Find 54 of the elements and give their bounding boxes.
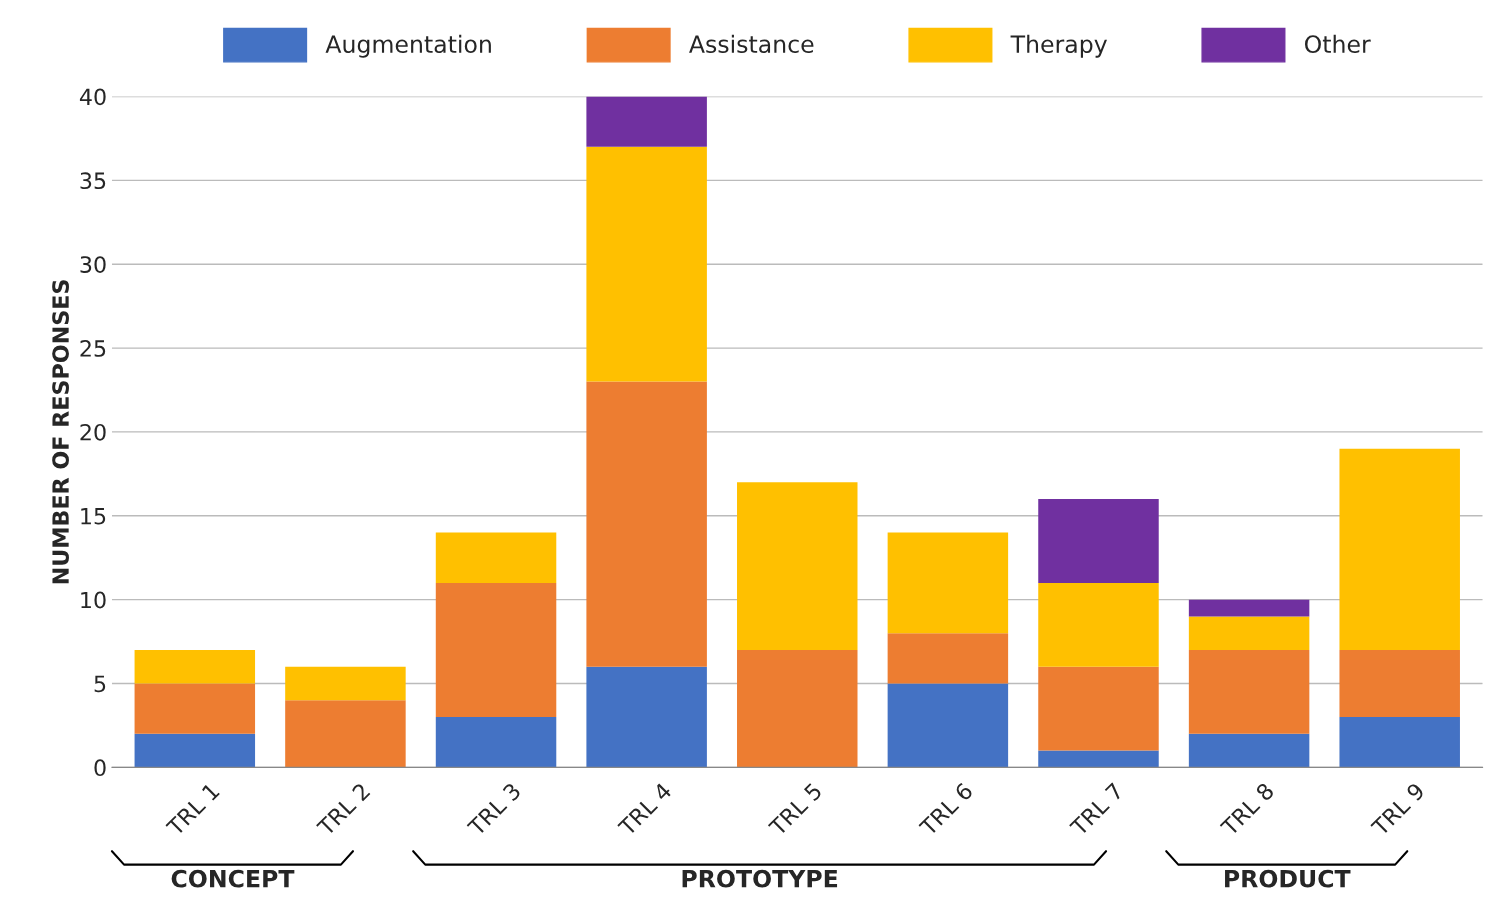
bar (887, 683, 1009, 768)
bar (134, 649, 256, 684)
x-tick-label: TRL 8 (1219, 781, 1275, 838)
bar (285, 666, 406, 701)
legend-label: Augmentation (325, 34, 491, 58)
bar (435, 532, 557, 583)
bar (1188, 616, 1310, 650)
y-tick-label: 25 (80, 340, 106, 357)
bar (1339, 717, 1460, 768)
legend-label: Therapy (1010, 34, 1107, 58)
y-tick-label: 40 (79, 88, 106, 106)
bar (134, 733, 256, 768)
bar (1188, 649, 1310, 734)
bar (435, 582, 557, 718)
x-tick-label: TRL 4 (617, 781, 673, 837)
bar (737, 482, 858, 650)
bar (586, 666, 707, 768)
bar (1038, 750, 1159, 768)
y-tick-label: 10 (81, 591, 106, 609)
bar (1038, 666, 1159, 751)
bar (887, 633, 1009, 684)
x-tick-label: TRL 2 (315, 782, 371, 837)
x-tick-label: TRL 3 (466, 782, 522, 838)
x-tick-label: TRL 7 (1069, 782, 1124, 837)
x-tick-label: TRL 6 (918, 781, 974, 838)
y-tick-label: 35 (80, 172, 106, 190)
text: PROTOTYPE (682, 869, 838, 888)
legend-label: Other (1304, 34, 1371, 54)
x-tick-label: TRL 5 (767, 782, 823, 838)
bar (887, 532, 1009, 634)
bar (586, 96, 707, 147)
y-tick-label: 20 (80, 423, 106, 441)
bar (1188, 599, 1310, 617)
bar (134, 683, 256, 734)
bar (586, 146, 707, 382)
bar (1339, 649, 1460, 718)
text: PRODUCT (1225, 869, 1351, 888)
x-tick-label: TRL 9 (1370, 781, 1426, 838)
bar (1339, 448, 1460, 650)
bar (435, 717, 557, 768)
legend-label: Assistance (689, 34, 814, 54)
y-tick-label: 0 (94, 759, 106, 777)
bar (1038, 582, 1159, 667)
text: CONCEPT (171, 869, 295, 888)
bar (285, 700, 406, 768)
y-tick-label: 30 (80, 256, 106, 273)
y-tick-label: 15 (81, 508, 106, 525)
x-tick-label: TRL 1 (165, 782, 220, 837)
y-axis-title: NUMBER OF RESPONSES (52, 280, 69, 584)
bar (586, 381, 707, 667)
bar (1038, 499, 1159, 583)
bar (1188, 733, 1310, 768)
bar (737, 649, 858, 768)
y-tick-label: 5 (94, 675, 106, 693)
